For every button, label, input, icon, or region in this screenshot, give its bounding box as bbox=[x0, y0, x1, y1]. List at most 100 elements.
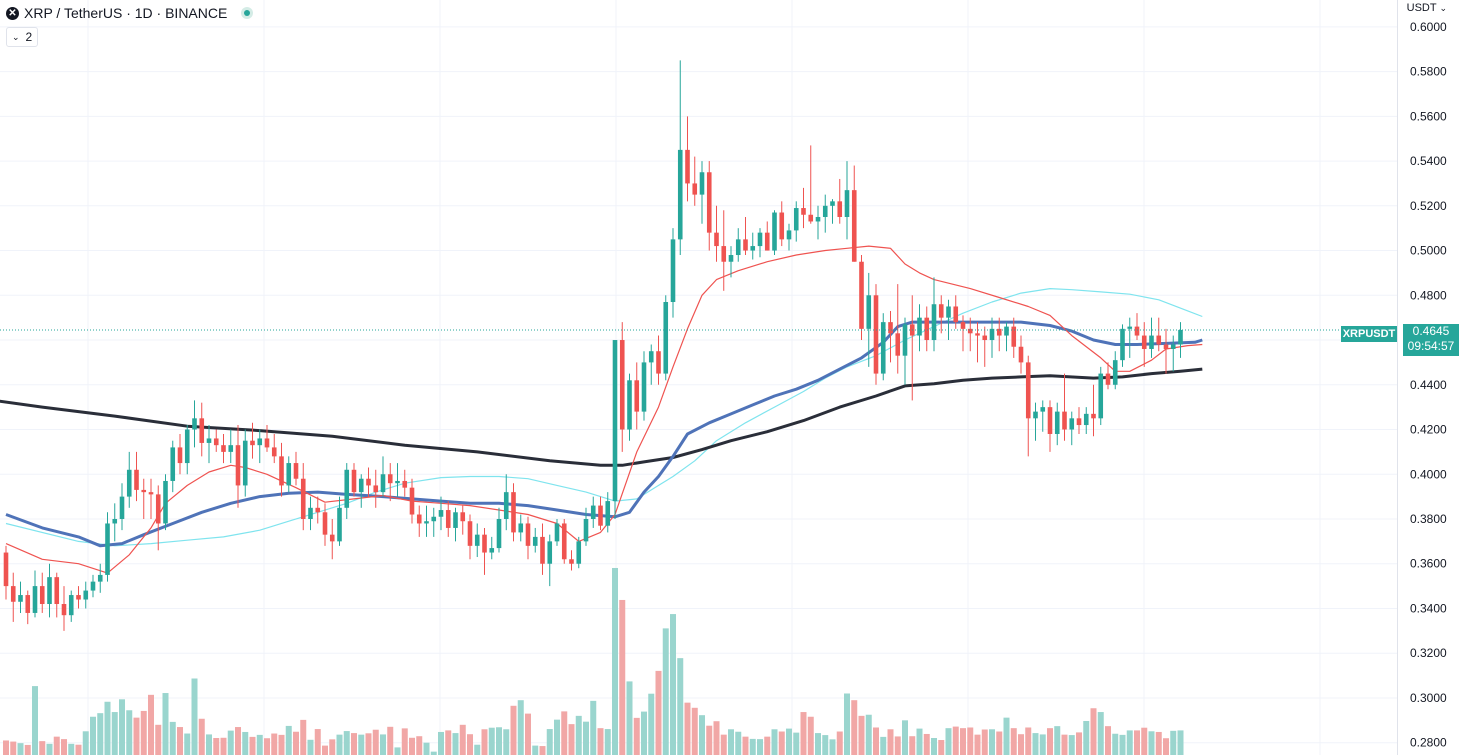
indicators-toggle-button[interactable]: ⌄ 2 bbox=[6, 27, 39, 47]
candle-body bbox=[271, 447, 277, 457]
candle-body bbox=[112, 518, 118, 524]
candle bbox=[90, 574, 96, 598]
candle-body bbox=[467, 521, 473, 546]
symbol-title[interactable]: XRP / TetherUS · 1D · BINANCE bbox=[24, 5, 228, 21]
volume-bar bbox=[111, 712, 118, 755]
candle bbox=[1091, 384, 1096, 437]
candle bbox=[648, 344, 654, 385]
volume-bar bbox=[590, 700, 597, 755]
candle bbox=[1069, 411, 1075, 446]
candle-body bbox=[699, 172, 705, 195]
volume-bar bbox=[409, 737, 415, 755]
candle bbox=[953, 295, 959, 329]
candle-body bbox=[25, 595, 31, 613]
candle-body bbox=[1025, 362, 1031, 419]
currency-selector[interactable]: USDT ⌄ bbox=[1407, 2, 1447, 14]
candle bbox=[148, 478, 154, 519]
candle-body bbox=[946, 306, 951, 318]
candle bbox=[337, 496, 342, 546]
candle bbox=[242, 429, 248, 497]
candle bbox=[989, 317, 995, 358]
candle bbox=[873, 284, 879, 385]
candle-body bbox=[750, 246, 756, 251]
candle bbox=[134, 451, 139, 502]
volume-bar bbox=[191, 678, 198, 755]
candle bbox=[293, 451, 299, 486]
candle bbox=[366, 467, 371, 497]
candle-body bbox=[1112, 360, 1118, 385]
candle bbox=[467, 514, 473, 560]
candle bbox=[656, 335, 661, 385]
candle-body bbox=[982, 335, 988, 341]
candle-body bbox=[32, 586, 38, 613]
volume-bar bbox=[24, 744, 31, 755]
candle-body bbox=[953, 306, 959, 323]
volume-bar bbox=[1170, 730, 1177, 755]
candlesticks bbox=[3, 60, 1183, 631]
volume-bar bbox=[996, 731, 1003, 755]
volume-bar bbox=[604, 729, 611, 755]
market-status-icon[interactable] bbox=[241, 7, 254, 19]
candle-body bbox=[438, 510, 444, 517]
candle-body bbox=[801, 208, 806, 215]
candle-body bbox=[612, 340, 618, 502]
volume-bar bbox=[227, 730, 234, 755]
candle-body bbox=[177, 447, 183, 464]
candle bbox=[634, 362, 640, 430]
volume-bar bbox=[757, 739, 763, 755]
candle bbox=[895, 284, 901, 374]
volume-bar bbox=[699, 715, 705, 755]
candle bbox=[315, 496, 321, 524]
candle-body bbox=[764, 232, 770, 251]
volume-bar bbox=[749, 738, 756, 755]
volume-bar bbox=[496, 727, 502, 755]
candle-body bbox=[917, 317, 922, 336]
volume-bar bbox=[546, 729, 553, 755]
volume-bar bbox=[503, 729, 510, 755]
ma-black-line bbox=[0, 367, 1203, 467]
candle-body bbox=[1134, 326, 1140, 336]
volume-bar bbox=[1163, 738, 1169, 755]
candle-body bbox=[3, 552, 9, 587]
candle bbox=[460, 505, 466, 535]
candle-body bbox=[10, 586, 16, 602]
candle bbox=[97, 563, 103, 593]
volume-bar bbox=[626, 681, 633, 755]
price-tick-label: 0.3000 bbox=[1410, 691, 1447, 705]
candle-body bbox=[387, 474, 393, 484]
candle-body bbox=[1141, 335, 1147, 349]
candle-body bbox=[1163, 344, 1169, 349]
volume-bar bbox=[336, 734, 343, 755]
volume-bar bbox=[974, 734, 981, 755]
volume-bar bbox=[807, 716, 814, 755]
candle-body bbox=[866, 295, 872, 329]
xrp-logo-icon: ✕ bbox=[6, 6, 19, 20]
candle-body bbox=[706, 172, 712, 233]
candle-body bbox=[931, 304, 937, 341]
candle-body bbox=[264, 438, 270, 448]
candle-body bbox=[1040, 407, 1046, 412]
candle-body bbox=[1018, 346, 1024, 363]
candle-body bbox=[424, 521, 429, 524]
candle-body bbox=[126, 469, 132, 497]
volume-bar bbox=[39, 741, 46, 755]
candle bbox=[801, 187, 806, 229]
candle bbox=[641, 351, 647, 421]
price-tick-label: 0.4000 bbox=[1410, 467, 1447, 481]
volume-bar bbox=[380, 734, 386, 755]
candle bbox=[474, 523, 480, 558]
candle bbox=[1062, 373, 1067, 441]
candle bbox=[931, 277, 937, 352]
candle bbox=[786, 223, 792, 251]
candle bbox=[18, 581, 23, 613]
candle-body bbox=[250, 440, 255, 446]
candle-body bbox=[402, 480, 408, 488]
candle-body bbox=[503, 492, 509, 519]
candle-body bbox=[656, 351, 661, 374]
volume-bar bbox=[822, 735, 829, 755]
candle bbox=[380, 456, 386, 497]
candle-body bbox=[431, 516, 437, 522]
